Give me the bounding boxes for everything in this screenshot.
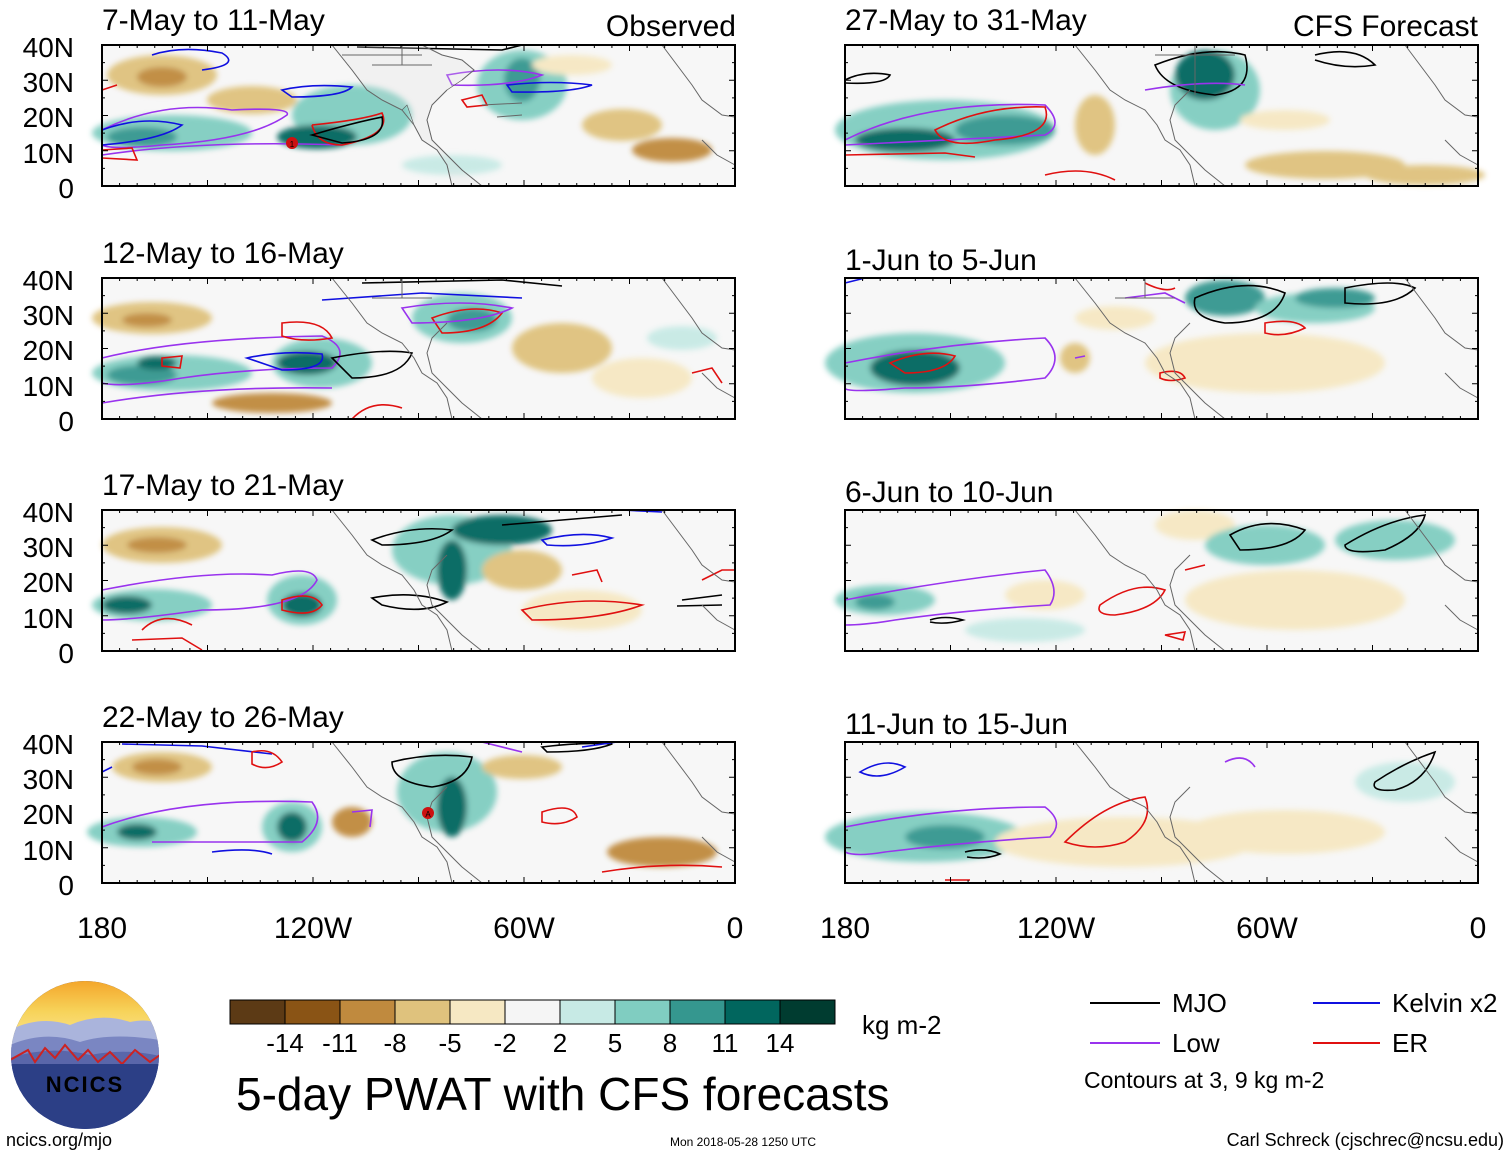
lon-label: 60W bbox=[1236, 912, 1298, 945]
figure-title: 5-day PWAT with CFS forecasts bbox=[236, 1068, 890, 1120]
lon-label: 120W bbox=[1017, 912, 1096, 945]
lat-label: 20N bbox=[23, 799, 74, 830]
period-label-right-2: 1-Jun to 5-Jun bbox=[845, 244, 1037, 277]
colorbar-swatch bbox=[394, 999, 451, 1025]
legend-label-mjo: MJO bbox=[1172, 988, 1227, 1018]
footer-timestamp: Mon 2018-05-28 1250 UTC bbox=[670, 1135, 816, 1149]
lat-label: 40N bbox=[23, 729, 74, 760]
contour-note: Contours at 3, 9 kg m-2 bbox=[1084, 1067, 1324, 1093]
lon-label: 180 bbox=[820, 912, 870, 945]
lat-label: 0 bbox=[58, 173, 74, 204]
colorbar-swatch bbox=[614, 999, 671, 1025]
axis-ticks bbox=[101, 44, 1479, 884]
panel-left-1: 1 bbox=[92, 44, 736, 187]
colorbar-tick: 11 bbox=[712, 1028, 739, 1058]
storm-marker-1 bbox=[286, 137, 298, 149]
lat-label: 20N bbox=[23, 102, 74, 133]
colorbar-tick: -8 bbox=[383, 1028, 406, 1058]
legend-label-er: ER bbox=[1392, 1028, 1428, 1058]
lat-label: 40N bbox=[23, 497, 74, 528]
period-label-left-1: 7-May to 11-May bbox=[102, 4, 325, 37]
colorbar-swatch bbox=[779, 999, 836, 1025]
colorbar-tick: -5 bbox=[438, 1028, 461, 1058]
colorbar-tick: -11 bbox=[322, 1028, 358, 1058]
legend-label-kelvin: Kelvin x2 bbox=[1392, 988, 1498, 1018]
lat-label: 10N bbox=[23, 138, 74, 169]
storm-marker-a bbox=[422, 807, 434, 819]
colorbar-tick: 14 bbox=[766, 1028, 795, 1058]
lat-label: 0 bbox=[58, 638, 74, 669]
lat-axis-2: 40N 30N 20N 10N 0 bbox=[23, 265, 74, 437]
colorbar-swatch bbox=[504, 999, 561, 1025]
lat-label: 20N bbox=[23, 567, 74, 598]
lat-label: 20N bbox=[23, 335, 74, 366]
panel-right-4 bbox=[825, 741, 1479, 884]
lat-axis-4: 40N 30N 20N 10N 0 bbox=[23, 729, 74, 901]
lon-label: 120W bbox=[274, 912, 353, 945]
lat-label: 40N bbox=[23, 32, 74, 63]
panel-right-3 bbox=[835, 509, 1479, 652]
period-label-left-3: 17-May to 21-May bbox=[102, 469, 344, 502]
colorbar-tick: -14 bbox=[266, 1028, 304, 1058]
panel-left-3 bbox=[92, 509, 736, 652]
colorbar-swatch bbox=[724, 999, 781, 1025]
colorbar-swatch bbox=[339, 999, 396, 1025]
panel-left-2 bbox=[92, 277, 736, 420]
panel-right-1 bbox=[835, 44, 1485, 187]
lon-label: 0 bbox=[1470, 912, 1487, 945]
colorbar-tick: 5 bbox=[608, 1028, 622, 1058]
colorbar: -14 -11 -8 -5 -2 2 5 8 11 14 bbox=[229, 999, 836, 1058]
panel-left-4: A bbox=[87, 741, 736, 884]
lon-axis-right: 180 120W 60W 0 bbox=[820, 912, 1486, 945]
panel-right-2 bbox=[825, 277, 1479, 420]
lat-label: 10N bbox=[23, 835, 74, 866]
storm-marker-label: 1 bbox=[290, 140, 295, 149]
colorbar-unit: kg m-2 bbox=[862, 1010, 941, 1040]
lat-label: 0 bbox=[58, 870, 74, 901]
lat-label: 30N bbox=[23, 67, 74, 98]
footer-url[interactable]: ncics.org/mjo bbox=[6, 1130, 112, 1150]
ncics-logo: NCICS bbox=[11, 981, 159, 1129]
colorbar-tick: 2 bbox=[553, 1028, 567, 1058]
colorbar-swatch bbox=[229, 999, 286, 1025]
colorbar-swatch bbox=[449, 999, 506, 1025]
period-label-right-1: 27-May to 31-May bbox=[845, 4, 1087, 37]
lat-label: 30N bbox=[23, 532, 74, 563]
logo-text: NCICS bbox=[46, 1072, 124, 1097]
colorbar-tick: 8 bbox=[663, 1028, 677, 1058]
legend-label-low: Low bbox=[1172, 1028, 1220, 1058]
lon-axis-left: 180 120W 60W 0 bbox=[77, 912, 743, 945]
colorbar-swatch bbox=[669, 999, 726, 1025]
observed-tag: Observed bbox=[606, 10, 736, 43]
lon-label: 0 bbox=[727, 912, 744, 945]
period-label-left-4: 22-May to 26-May bbox=[102, 701, 344, 734]
lat-axis-3: 40N 30N 20N 10N 0 bbox=[23, 497, 74, 669]
period-label-right-4: 11-Jun to 15-Jun bbox=[845, 708, 1068, 741]
period-label-left-2: 12-May to 16-May bbox=[102, 237, 344, 270]
forecast-tag: CFS Forecast bbox=[1293, 10, 1479, 43]
lat-label: 10N bbox=[23, 371, 74, 402]
colorbar-swatch bbox=[559, 999, 616, 1025]
lat-label: 10N bbox=[23, 603, 74, 634]
lat-label: 30N bbox=[23, 764, 74, 795]
lat-axis-1: 40N 30N 20N 10N 0 bbox=[23, 32, 74, 204]
colorbar-tick: -2 bbox=[493, 1028, 516, 1058]
colorbar-swatch bbox=[284, 999, 341, 1025]
lon-label: 60W bbox=[493, 912, 555, 945]
contour-legend: MJO Kelvin x2 Low ER Contours at 3, 9 kg… bbox=[1084, 988, 1498, 1093]
storm-marker-label: A bbox=[425, 810, 431, 819]
lat-label: 40N bbox=[23, 265, 74, 296]
lat-label: 0 bbox=[58, 406, 74, 437]
footer-credit: Carl Schreck (cjschrec@ncsu.edu) bbox=[1227, 1130, 1504, 1150]
lat-label: 30N bbox=[23, 300, 74, 331]
lon-label: 180 bbox=[77, 912, 127, 945]
period-label-right-3: 6-Jun to 10-Jun bbox=[845, 476, 1053, 509]
